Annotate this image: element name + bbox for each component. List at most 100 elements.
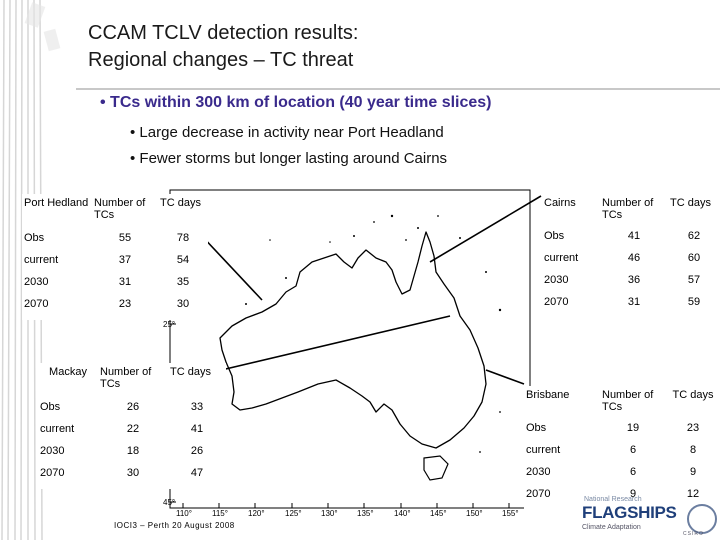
lon-label: 115° [212, 509, 228, 518]
table-header: Number of TCs [602, 197, 654, 221]
table-cell: 22 [126, 423, 140, 435]
table-cell: 9 [629, 488, 637, 500]
table-cell: 6 [629, 466, 637, 478]
table-cell: 2030 [24, 276, 49, 288]
flagships-logo: National Research FLAGSHIPS Climate Adap… [580, 496, 720, 540]
table-cell: 30 [126, 467, 140, 479]
table-cell: 26 [190, 445, 204, 457]
table-cell: 35 [176, 276, 190, 288]
table-cell: 47 [190, 467, 204, 479]
logo-sub-text: Climate Adaptation [582, 524, 641, 531]
table-header: TC days [672, 389, 714, 401]
table-header: Number of TCs [94, 197, 146, 221]
lon-label: 110° [176, 509, 192, 518]
table-cell: 2030 [40, 445, 65, 457]
bullet-dot: • [100, 94, 111, 111]
table-row: 2070 31 59 [542, 296, 720, 318]
table-header: Mackay [49, 366, 87, 378]
mackay-table: Mackay Number of TCs TC days Obs 26 33 cur… [38, 363, 226, 489]
table-cell: 2070 [24, 298, 49, 310]
table-cell: 19 [626, 422, 640, 434]
csiro-logo-icon [687, 504, 717, 534]
lon-label: 150° [466, 509, 483, 518]
table-cell: Obs [544, 230, 565, 242]
title-divider [76, 88, 720, 90]
table-cell: 12 [686, 488, 700, 500]
table-cell: 54 [176, 254, 190, 266]
table-cell: 37 [118, 254, 132, 266]
australia-landmass [219, 231, 487, 449]
lon-label: 155° [502, 509, 519, 518]
title-line-2: Regional changes – TC threat [88, 49, 354, 71]
table-row: current 37 54 [22, 254, 208, 276]
table-header: TC days [160, 197, 201, 209]
table-header: Cairns [544, 197, 576, 209]
lon-label: 135° [357, 509, 374, 518]
port-hedland-table: Port Hedland Number of TCs TC days Obs 55… [22, 194, 208, 320]
table-cell: 33 [190, 401, 204, 413]
table-row: current 46 60 [542, 252, 720, 274]
table-row: Obs 41 62 [542, 230, 720, 252]
table-cell: 2070 [526, 488, 551, 500]
table-cell: current [544, 252, 579, 264]
table-cell: 55 [118, 232, 132, 244]
table-cell: 6 [629, 444, 637, 456]
table-header: Number of TCs [602, 389, 654, 413]
brisbane-table: Brisbane Number of TCs TC days Obs 19 23 c… [524, 386, 720, 510]
tasmania [423, 455, 449, 481]
table-row: 2030 18 26 [38, 445, 226, 467]
table-cell: Obs [526, 422, 547, 434]
lat-label: 25° [163, 320, 175, 329]
table-row: 2070 9 12 [524, 488, 720, 510]
table-cell: current [526, 444, 561, 456]
table-row: current 6 8 [524, 444, 720, 466]
sub-bullet-text: Fewer storms but longer lasting around C… [139, 150, 448, 167]
table-cell: 41 [627, 230, 641, 242]
map-islands [245, 214, 502, 453]
table-cell: 9 [689, 466, 697, 478]
table-cell: 46 [627, 252, 641, 264]
table-cell: current [24, 254, 59, 266]
table-cell: 60 [687, 252, 701, 264]
location-pointers [195, 195, 542, 385]
table-row: Obs 19 23 [524, 422, 720, 444]
table-cell: 23 [686, 422, 700, 434]
table-cell: 30 [176, 298, 190, 310]
table-row: 2030 36 57 [542, 274, 720, 296]
lon-label: 120° [248, 509, 265, 518]
table-header: TC days [170, 366, 211, 378]
main-bullet-text: TCs within 300 km of location (40 year t… [110, 94, 492, 111]
table-cell: 59 [687, 296, 701, 308]
table-header: TC days [670, 197, 711, 209]
table-row: Obs 26 33 [38, 401, 226, 423]
lon-label: 125° [285, 509, 302, 518]
main-bullet: • TCs within 300 km of location (40 year… [100, 94, 492, 112]
lon-label: 130° [321, 509, 338, 518]
logo-top-text: National Research [584, 496, 642, 503]
table-cell: 31 [627, 296, 641, 308]
lon-label: 140° [394, 509, 411, 518]
lon-label: 145° [430, 509, 447, 518]
slide-title: CCAM TCLV detection results: Regional ch… [88, 20, 358, 74]
bullet-dot: • [130, 150, 140, 167]
table-header: Number of TCs [100, 366, 152, 390]
table-cell: Obs [40, 401, 61, 413]
table-header: Brisbane [526, 389, 570, 401]
table-cell: 2070 [544, 296, 569, 308]
table-cell: 26 [126, 401, 140, 413]
table-cell: 8 [689, 444, 697, 456]
table-cell: current [40, 423, 75, 435]
table-cell: 18 [126, 445, 140, 457]
csiro-logo-text: CSIRO [683, 531, 704, 537]
table-cell: 36 [627, 274, 641, 286]
table-row: Obs 55 78 [22, 232, 208, 254]
sub-bullet: • Large decrease in activity near Port H… [130, 124, 444, 141]
table-header: Port Hedland [24, 197, 89, 209]
table-row: 2030 31 35 [22, 276, 208, 298]
title-line-1: CCAM TCLV detection results: [88, 22, 359, 44]
table-cell: 2070 [40, 467, 65, 479]
table-cell: 2030 [526, 466, 551, 478]
footer-text: IOCI3 – Perth 20 August 2008 [114, 521, 235, 530]
table-cell: 23 [118, 298, 132, 310]
